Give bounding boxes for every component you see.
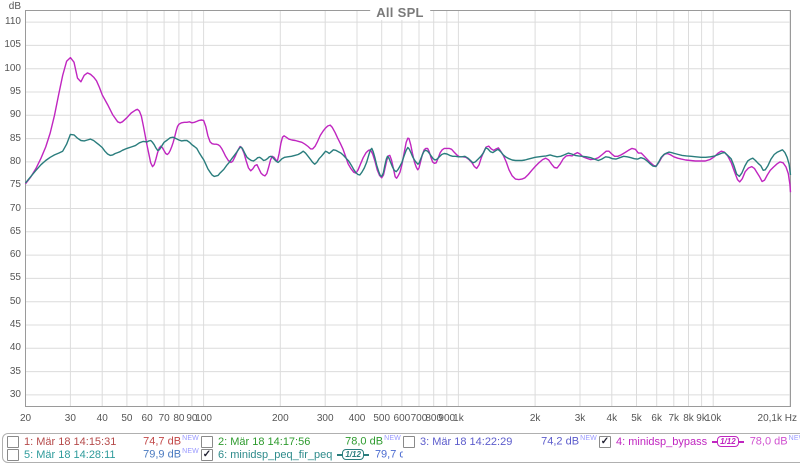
x-tick-label: 100 bbox=[195, 413, 212, 424]
y-tick-label: 80 bbox=[9, 155, 21, 167]
gridlines bbox=[25, 10, 791, 407]
y-axis-unit-label: dB bbox=[8, 1, 21, 12]
x-tick-label: 200 bbox=[271, 413, 289, 424]
x-tick-label: 1k bbox=[453, 413, 464, 424]
x-tick-label: 300 bbox=[316, 413, 334, 424]
new-badge: NEW bbox=[182, 435, 199, 443]
legend-panel: 1: Mär 18 14:15:31 74,7 dBNEW 2: Mär 18 … bbox=[2, 433, 800, 463]
measurement-3-label[interactable]: 3: Mär 18 14:22:29 bbox=[420, 435, 513, 448]
trace-minidsp_peq_fir_peq bbox=[24, 133, 792, 184]
y-tick-label: 55 bbox=[9, 272, 21, 284]
x-tick-label: 600 bbox=[393, 413, 411, 424]
x-tick-label: 70 bbox=[158, 413, 170, 424]
x-tick-label: 80 bbox=[173, 413, 185, 424]
x-tick-label: 7k bbox=[668, 413, 680, 424]
trace-minidsp_bypass bbox=[24, 56, 792, 193]
x-tick-label: 700 bbox=[410, 413, 428, 424]
measurement-5-level: 79,9 dBNEW bbox=[143, 448, 199, 461]
measurement-4-checkbox[interactable]: ✓ bbox=[599, 435, 611, 448]
new-badge: NEW bbox=[788, 435, 800, 443]
legend-entry-1: 1: Mär 18 14:15:31 74,7 dBNEW bbox=[7, 435, 201, 448]
spl-chart bbox=[24, 10, 792, 407]
measurement-5-label[interactable]: 5: Mär 18 14:28:11 bbox=[24, 448, 116, 461]
legend-entry-2: 2: Mär 18 14:17:56 78,0 dBNEW bbox=[201, 435, 403, 448]
y-tick-label: 110 bbox=[5, 16, 21, 28]
smoothing-1-12-icon: 1/12 bbox=[712, 436, 744, 447]
y-tick-label: 95 bbox=[9, 86, 21, 98]
x-tick-label: 8k bbox=[683, 413, 694, 424]
new-badge: NEW bbox=[580, 435, 597, 443]
measurement-1-label[interactable]: 1: Mär 18 14:15:31 bbox=[24, 435, 117, 448]
x-tick-label: 20 bbox=[19, 413, 32, 424]
new-badge: NEW bbox=[384, 435, 401, 443]
legend-entry-5: 5: Mär 18 14:28:11 79,9 dBNEW bbox=[7, 448, 201, 461]
chart-title: All SPL bbox=[370, 5, 430, 20]
x-tick-label: 20,1k Hz bbox=[757, 413, 797, 424]
x-tick-label: 400 bbox=[348, 413, 366, 424]
x-tick-label: 2k bbox=[529, 413, 541, 424]
y-tick-label: 85 bbox=[9, 132, 21, 144]
measurement-2-checkbox[interactable] bbox=[201, 435, 213, 448]
measurement-6-checkbox[interactable]: ✓ bbox=[201, 448, 213, 461]
legend-entry-4: ✓ 4: minidsp_bypass 1/12 78,0 dBNEW bbox=[599, 435, 800, 448]
x-tick-label: 10k bbox=[705, 413, 722, 424]
measurement-3-checkbox[interactable] bbox=[403, 435, 415, 448]
measurement-3-level: 74,2 dBNEW bbox=[541, 435, 597, 448]
measurement-6-label[interactable]: 6: minidsp_peq_fir_peq bbox=[218, 448, 333, 461]
y-tick-label: 90 bbox=[9, 109, 21, 121]
x-tick-label: 4k bbox=[606, 413, 618, 424]
y-tick-label: 40 bbox=[9, 342, 21, 354]
measurement-2-label[interactable]: 2: Mär 18 14:17:56 bbox=[218, 435, 311, 448]
legend-entry-6: ✓ 6: minidsp_peq_fir_peq 1/12 79,7 dBNEW bbox=[201, 448, 403, 461]
chart-area: dB All SPL 110 105 100 95 90 85 80 75 70 65 60 55 50… bbox=[4, 1, 797, 424]
measurement-6-level: 79,7 dBNEW bbox=[374, 448, 403, 461]
x-tick-label: 6k bbox=[651, 413, 662, 424]
legend-entry-3: 3: Mär 18 14:22:29 74,2 dBNEW bbox=[403, 435, 599, 448]
y-tick-label: 105 bbox=[4, 39, 21, 51]
measurement-5-checkbox[interactable] bbox=[7, 448, 19, 461]
measurement-4-level: 78,0 dBNEW bbox=[750, 435, 800, 448]
x-tick-label: 3k bbox=[574, 413, 586, 424]
new-badge: NEW bbox=[182, 448, 199, 456]
y-tick-label: 35 bbox=[9, 365, 21, 377]
x-tick-label: 500 bbox=[373, 413, 391, 424]
y-tick-label: 100 bbox=[4, 62, 21, 74]
measurement-1-checkbox[interactable] bbox=[7, 435, 19, 448]
y-tick-label: 30 bbox=[9, 388, 21, 400]
x-tick-label: 30 bbox=[64, 413, 76, 424]
x-tick-label: 800 bbox=[425, 413, 443, 424]
x-tick-label: 60 bbox=[141, 413, 153, 424]
y-tick-label: 75 bbox=[9, 179, 21, 191]
y-tick-label: 50 bbox=[9, 295, 21, 307]
x-tick-label: 90 bbox=[186, 413, 198, 424]
x-tick-label: 50 bbox=[121, 413, 133, 424]
measurement-4-label[interactable]: 4: minidsp_bypass bbox=[616, 435, 708, 448]
y-tick-label: 65 bbox=[9, 225, 21, 237]
x-tick-label: 900 bbox=[438, 413, 456, 424]
y-tick-label: 60 bbox=[9, 249, 21, 261]
x-tick-label: 40 bbox=[96, 413, 108, 424]
x-tick-label: 5k bbox=[631, 413, 642, 424]
x-tick-label: 9k bbox=[696, 413, 707, 424]
measurement-1-level: 74,7 dBNEW bbox=[143, 435, 199, 448]
y-tick-label: 45 bbox=[9, 318, 21, 330]
measurement-2-level: 78,0 dBNEW bbox=[345, 435, 401, 448]
smoothing-1-12-icon: 1/12 bbox=[337, 449, 369, 460]
y-tick-label: 70 bbox=[9, 202, 21, 214]
